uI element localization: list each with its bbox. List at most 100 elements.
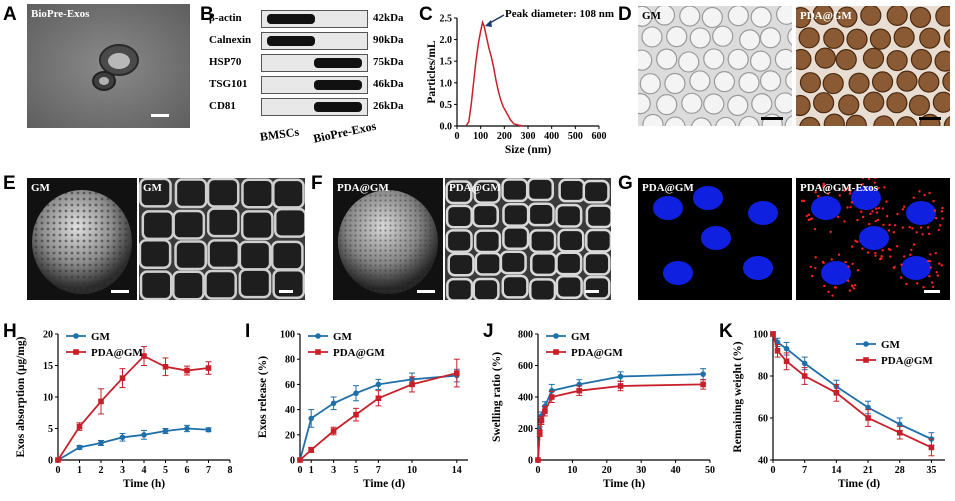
- microsphere: [785, 70, 792, 91]
- panel-label-j: J: [483, 321, 494, 342]
- y-tick-label: 1.5: [440, 57, 453, 68]
- exosome-dot: [880, 255, 883, 258]
- exosome-dot: [876, 218, 880, 222]
- exosome-dot: [941, 206, 944, 210]
- y-tick-label: 2.0: [440, 35, 453, 46]
- pore: [172, 209, 206, 240]
- data-point: [119, 375, 126, 381]
- microsphere: [873, 115, 895, 126]
- microsphere: [689, 70, 711, 92]
- microsphere: [862, 47, 885, 69]
- legend-marker: [315, 349, 321, 355]
- microsphere: [759, 70, 782, 92]
- microsphere: [638, 49, 653, 71]
- exosome-dot: [848, 289, 852, 292]
- exosome-dot: [896, 212, 899, 216]
- exosome-dot: [813, 227, 817, 231]
- microsphere: [896, 70, 918, 92]
- pore: [527, 202, 555, 227]
- data-point: [119, 434, 126, 441]
- exosome-dot: [833, 286, 837, 289]
- x-tick-label: 8: [228, 465, 233, 476]
- panel-label-b: B: [200, 4, 214, 25]
- microsphere: [642, 113, 664, 126]
- microsphere: [943, 116, 950, 126]
- x-tick-label: 7: [376, 465, 381, 476]
- x-tick-label: 0: [56, 465, 61, 476]
- data-point: [353, 411, 359, 418]
- exosome-dot: [938, 224, 942, 227]
- nucleus: [821, 261, 851, 285]
- x-tick-label: 14: [831, 465, 841, 476]
- wb-kda-label: 46kDa: [373, 78, 404, 90]
- x-tick-label: 14: [452, 465, 462, 476]
- exosome-dot: [836, 215, 840, 219]
- wb-kda-label: 42kDa: [373, 12, 404, 24]
- gm-label: GM: [642, 10, 661, 22]
- exosome-dot: [934, 251, 937, 255]
- data-point: [538, 417, 545, 424]
- x-tick-label: 500: [568, 131, 583, 142]
- data-point: [536, 430, 543, 437]
- x-tick-label: 30: [636, 465, 646, 476]
- y-tick-label: 15: [43, 361, 53, 372]
- exosome-dot: [851, 285, 854, 288]
- data-point: [783, 345, 790, 352]
- exosome-dot: [821, 260, 825, 264]
- panel-label-a: A: [3, 4, 17, 25]
- pdagm-fluorescence: PDA@GM: [638, 178, 792, 300]
- exosome-dot: [846, 206, 849, 209]
- data-point: [375, 395, 382, 402]
- x-tick-label: 5: [163, 465, 168, 476]
- exosome-dot: [875, 211, 879, 214]
- data-point: [141, 353, 147, 359]
- pore: [502, 202, 530, 227]
- x-tick-label: 0: [536, 465, 541, 476]
- data-point: [308, 415, 314, 422]
- series-line: [772, 333, 932, 449]
- pore: [583, 251, 611, 276]
- exosome-dot: [867, 178, 871, 181]
- microsphere: [908, 94, 931, 116]
- panel-label-k: K: [719, 321, 733, 342]
- microsphere: [727, 94, 749, 116]
- exosome-dot: [869, 212, 872, 216]
- nucleus: [811, 196, 841, 220]
- gm-sem-zoom: GM: [139, 178, 305, 300]
- exosome-dot: [807, 218, 811, 222]
- gm-sphere: [32, 190, 132, 294]
- pore: [530, 252, 558, 277]
- panel-label-i: I: [245, 321, 251, 342]
- exosome-dot: [850, 245, 854, 248]
- exosome-dot: [814, 256, 817, 259]
- microsphere: [739, 29, 761, 51]
- pore: [445, 180, 473, 205]
- exosome-dot: [895, 245, 899, 248]
- microsphere: [759, 27, 782, 49]
- microsphere: [848, 72, 870, 94]
- tem-image: BioPre-Exos: [27, 4, 190, 128]
- x-tick-label: 0: [298, 465, 303, 476]
- pore: [174, 178, 208, 209]
- tem-label: BioPre-Exos: [31, 8, 90, 20]
- exosome-dot: [902, 205, 906, 209]
- wb-protein-label: HSP70: [209, 56, 242, 68]
- scale-bar: [585, 290, 599, 293]
- legend-label: PDA@GM: [91, 347, 143, 359]
- microsphere: [761, 113, 783, 126]
- exosome-dot: [888, 223, 891, 227]
- exosome-dot: [814, 190, 817, 194]
- chart-k: 0 7 14 21 28 35 40 60 80 100 Time (d) Remaining wei…: [732, 330, 945, 490]
- pore: [445, 229, 473, 254]
- microsphere: [814, 47, 836, 69]
- microsphere: [869, 28, 892, 50]
- pore: [529, 278, 557, 300]
- wb-lane-box: [261, 76, 368, 94]
- data-point: [928, 444, 935, 451]
- microsphere: [886, 6, 908, 26]
- exosome-dot: [868, 222, 871, 226]
- microsphere: [703, 93, 725, 115]
- data-point: [865, 415, 871, 421]
- microsphere: [638, 93, 651, 115]
- x-axis-label: Time (h): [123, 478, 165, 490]
